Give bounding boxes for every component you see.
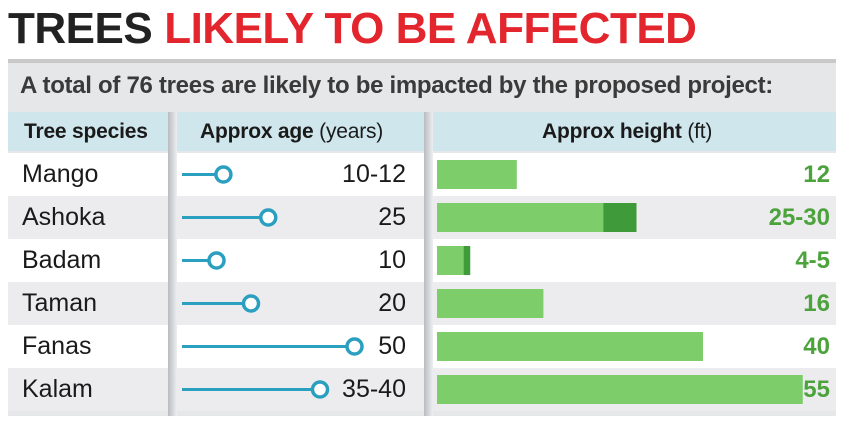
height-bar — [437, 289, 544, 318]
header-age: Approx age (years) — [200, 120, 384, 143]
species-label: Taman — [22, 289, 98, 317]
column-separator-2 — [424, 112, 433, 416]
age-label: 20 — [378, 289, 406, 317]
height-bar — [437, 375, 803, 404]
age-label: 10 — [378, 246, 406, 274]
age-marker — [259, 208, 278, 227]
age-marker — [214, 165, 233, 184]
subtitle: A total of 76 trees are likely to be imp… — [20, 72, 773, 99]
table-row: Taman 20 16 — [8, 282, 836, 325]
column-separator-1 — [168, 112, 177, 416]
species-label: Ashoka — [22, 203, 106, 231]
height-label: 55 — [803, 376, 830, 403]
title-divider — [8, 59, 836, 63]
title-dark-part: TREES — [8, 4, 153, 53]
species-label: Mango — [22, 160, 99, 188]
height-bar — [437, 203, 604, 232]
age-label: 50 — [378, 332, 406, 360]
height-label: 16 — [803, 290, 830, 317]
age-label: 35-40 — [342, 375, 406, 403]
age-label: 10-12 — [342, 160, 406, 188]
height-bar — [437, 160, 517, 189]
age-marker — [207, 251, 226, 270]
header-height: Approx height (ft) — [542, 120, 713, 143]
title-red-part: LIKELY TO BE AFFECTED — [164, 4, 697, 53]
header-species: Tree species — [24, 120, 148, 143]
height-bar — [437, 246, 464, 275]
age-label: 25 — [378, 203, 406, 231]
species-label: Badam — [22, 246, 102, 274]
table-row: Mango 10-12 12 — [8, 153, 836, 196]
table-row: Ashoka 25 25-30 — [8, 196, 836, 239]
age-marker — [241, 294, 261, 313]
table-header — [8, 112, 836, 151]
height-label: 25-30 — [768, 204, 830, 231]
height-range-bar — [603, 203, 637, 232]
height-label: 40 — [803, 333, 830, 360]
age-marker — [345, 337, 364, 356]
height-label: 12 — [803, 161, 830, 188]
height-bar — [437, 332, 703, 361]
height-label: 4-5 — [795, 247, 830, 274]
species-label: Fanas — [22, 332, 92, 360]
species-label: Kalam — [22, 375, 93, 403]
height-range-bar — [463, 246, 471, 275]
page-title: TREES LIKELY TO BE AFFECTED — [8, 2, 697, 56]
age-marker — [310, 380, 330, 399]
table-row: Badam 10 4-5 — [8, 239, 836, 282]
